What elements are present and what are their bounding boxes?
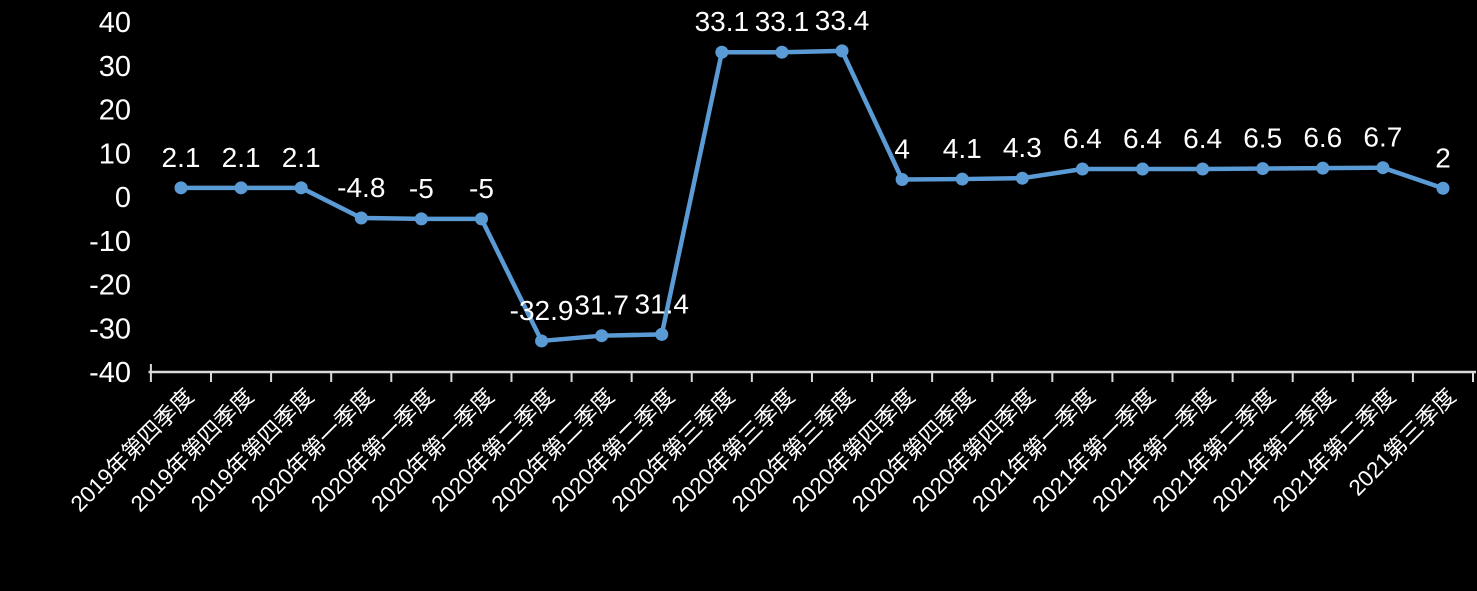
data-point-label: 2.1	[282, 142, 321, 173]
y-tick-label: 0	[115, 182, 131, 214]
data-point-marker	[1316, 161, 1330, 175]
data-point-marker	[595, 329, 609, 343]
y-tick-label: -20	[89, 270, 131, 302]
data-point-label: 33.4	[815, 5, 870, 36]
data-point-marker	[535, 334, 549, 348]
data-point-marker	[1256, 162, 1270, 176]
data-point-marker	[294, 181, 308, 195]
series-line-group	[174, 44, 1450, 348]
data-point-label: 2	[1435, 142, 1451, 173]
data-point-label: 4	[894, 134, 910, 165]
data-point-label: 6.4	[1123, 123, 1162, 154]
data-point-marker	[655, 327, 669, 341]
data-point-label: 6.6	[1303, 122, 1342, 153]
data-labels-group: 2.1 2.1 2.1-4.8 -5 -5-32.9 31.7 31.433.1 33.1 33…	[162, 5, 1451, 326]
data-point-marker	[174, 181, 188, 195]
data-point-marker	[474, 212, 488, 226]
data-point-label: 33.1	[755, 6, 810, 37]
data-point-marker	[1196, 162, 1210, 176]
series-line	[178, 48, 1446, 344]
data-point-marker	[835, 44, 849, 58]
y-tick-label: 40	[99, 7, 131, 39]
data-point-label: 31.7	[574, 290, 629, 321]
x-category-label: 2021第三季度	[1344, 384, 1461, 501]
data-point-label: 6.4	[1183, 123, 1222, 154]
data-point-label: 6.7	[1363, 122, 1402, 153]
data-point-marker	[1015, 171, 1029, 185]
data-point-marker	[234, 181, 248, 195]
data-point-marker	[1376, 161, 1390, 175]
data-point-label: 6.4	[1063, 123, 1102, 154]
data-point-label: 2.1	[222, 142, 261, 173]
y-tick-label: -10	[89, 226, 131, 258]
data-point-marker	[775, 45, 789, 59]
data-point-label: 33.1	[695, 6, 750, 37]
data-point-label: 4.3	[1003, 132, 1042, 163]
data-point-label: 31.4	[635, 288, 690, 319]
data-point-marker	[955, 172, 969, 186]
data-point-marker	[895, 173, 909, 186]
data-point-marker	[1136, 162, 1150, 176]
data-point-label: -4.8	[337, 172, 385, 203]
data-point-label: 4.1	[943, 133, 982, 164]
data-point-marker	[414, 212, 428, 226]
data-point-label: 2.1	[162, 142, 201, 173]
y-tick-label: -40	[89, 357, 131, 389]
x-axis	[148, 364, 1476, 382]
data-point-marker	[715, 45, 729, 59]
data-point-label: -32.9	[510, 295, 574, 326]
data-point-marker	[1436, 181, 1450, 195]
y-tick-label: -30	[89, 313, 131, 345]
x-axis-labels-group: 2019年第四季度2019年第四季度2019年第四季度2020年第一季度2020…	[66, 384, 1461, 517]
y-tick-label: 30	[99, 51, 131, 83]
data-point-marker	[354, 211, 368, 225]
data-point-label: 6.5	[1243, 123, 1282, 154]
data-point-label: -5	[469, 173, 494, 204]
data-point-marker	[1075, 162, 1089, 176]
data-point-label: -5	[409, 173, 434, 204]
y-tick-label: 10	[99, 138, 131, 170]
y-axis: 40 30 20 10 0 -10 -20 -30 -40	[89, 7, 131, 389]
y-tick-label: 20	[99, 95, 131, 127]
